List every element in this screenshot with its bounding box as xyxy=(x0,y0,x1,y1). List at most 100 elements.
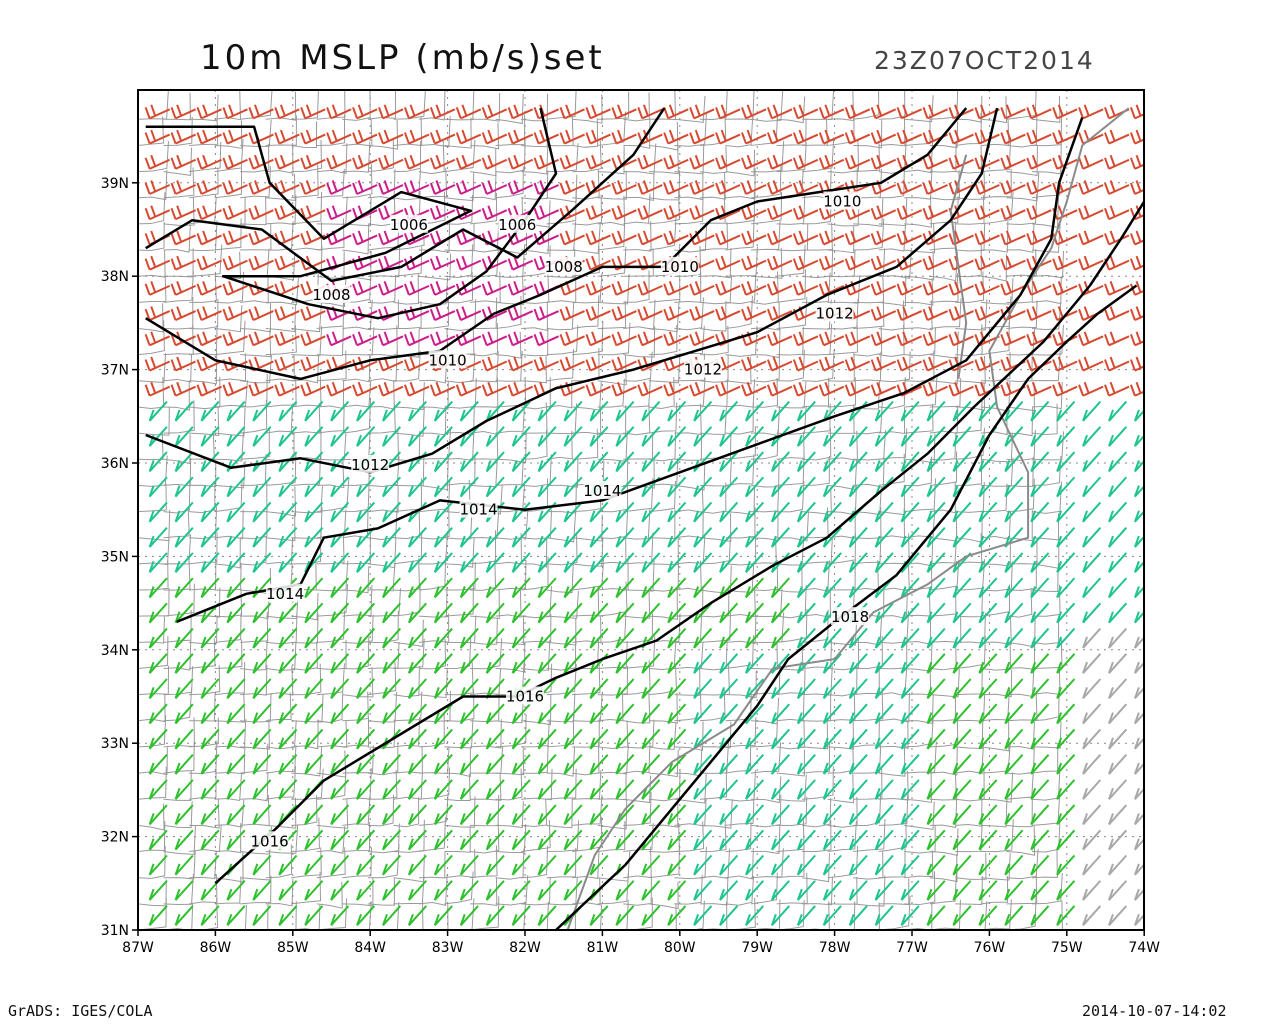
county-line xyxy=(138,116,165,146)
wind-barb xyxy=(226,703,246,725)
isobar-1012 xyxy=(145,107,999,474)
wind-barb xyxy=(693,476,713,498)
county-line xyxy=(495,693,525,724)
wind-barb xyxy=(637,104,663,120)
county-line xyxy=(444,223,475,252)
wind-barb xyxy=(485,426,505,447)
wind-barb xyxy=(174,678,194,700)
county-line xyxy=(980,744,1011,774)
wind-barb xyxy=(304,501,324,523)
wind-barb xyxy=(874,451,894,473)
county-line xyxy=(648,844,680,879)
wind-barb xyxy=(278,854,298,876)
county-line xyxy=(393,478,422,513)
wind-barb xyxy=(1108,627,1128,649)
wind-barb xyxy=(1082,400,1102,422)
county-line xyxy=(163,873,194,906)
wind-barb xyxy=(874,728,894,750)
county-line xyxy=(342,847,372,879)
county-line xyxy=(444,271,474,304)
wind-barb xyxy=(926,426,946,447)
wind-barb xyxy=(641,678,661,700)
wind-barb xyxy=(719,829,739,851)
wind-barb xyxy=(174,779,194,800)
county-line xyxy=(316,218,345,251)
county-line xyxy=(878,895,911,930)
wind-barb xyxy=(926,804,946,826)
county-line xyxy=(955,195,985,225)
wind-barb xyxy=(459,653,479,674)
wind-barb xyxy=(741,306,767,322)
wind-barb xyxy=(792,281,819,296)
county-line xyxy=(597,322,631,356)
wind-barb xyxy=(792,180,819,195)
wind-barb xyxy=(844,381,871,397)
county-line xyxy=(546,848,577,879)
wind-barb xyxy=(148,804,168,826)
county-line xyxy=(342,745,374,774)
county-line xyxy=(316,143,348,174)
county-line xyxy=(214,218,242,251)
county-line xyxy=(674,666,701,696)
wind-barb xyxy=(1004,602,1024,624)
wind-barb xyxy=(144,306,171,322)
county-line xyxy=(929,639,957,671)
wind-barb xyxy=(300,154,326,170)
county-line xyxy=(572,514,603,542)
county-line xyxy=(955,744,984,774)
wind-barb xyxy=(226,476,246,498)
county-line xyxy=(674,642,704,669)
county-line xyxy=(597,772,627,801)
wind-barb xyxy=(226,804,246,826)
county-line xyxy=(367,794,395,827)
wind-barb xyxy=(356,905,376,926)
county-line xyxy=(444,773,471,801)
county-line xyxy=(393,140,422,173)
wind-barb xyxy=(533,306,560,322)
county-line xyxy=(725,740,752,774)
wind-barb xyxy=(459,400,479,422)
wind-barb xyxy=(641,552,661,573)
wind-barb xyxy=(226,501,246,523)
wind-barb xyxy=(407,653,427,674)
county-line xyxy=(699,91,728,121)
wind-barb xyxy=(300,180,326,195)
county-line xyxy=(393,558,421,592)
wind-barb xyxy=(563,577,583,599)
county-line xyxy=(648,638,677,671)
county-line xyxy=(878,746,906,777)
county-line xyxy=(163,609,192,643)
wind-barb xyxy=(844,281,871,296)
county-line xyxy=(546,221,577,251)
county-line xyxy=(929,298,962,330)
wind-barb xyxy=(304,426,324,447)
county-line xyxy=(572,616,602,644)
wind-barb xyxy=(719,602,739,624)
wind-barb xyxy=(615,400,635,422)
county-line xyxy=(316,168,345,199)
wind-barb xyxy=(1108,905,1128,926)
county-line xyxy=(929,828,959,856)
wind-barb xyxy=(926,728,946,750)
wind-barb xyxy=(745,426,765,447)
county-line xyxy=(955,822,983,853)
wind-barb xyxy=(770,527,790,548)
county-line xyxy=(138,320,165,356)
county-line xyxy=(827,742,854,774)
wind-barb xyxy=(511,527,531,548)
wind-barb xyxy=(356,627,376,649)
wind-barb xyxy=(818,129,845,145)
wind-barb xyxy=(615,880,635,901)
wind-barb xyxy=(144,331,171,347)
county-line xyxy=(674,245,702,277)
wind-barb xyxy=(766,154,793,170)
isobar-1006 xyxy=(145,107,558,320)
county-line xyxy=(367,456,400,488)
county-line xyxy=(214,692,246,723)
county-line xyxy=(316,798,349,829)
wind-barb xyxy=(745,779,765,800)
wind-barb xyxy=(433,678,453,700)
county-line xyxy=(444,583,474,617)
county-line xyxy=(163,324,194,356)
wind-barb xyxy=(226,678,246,700)
